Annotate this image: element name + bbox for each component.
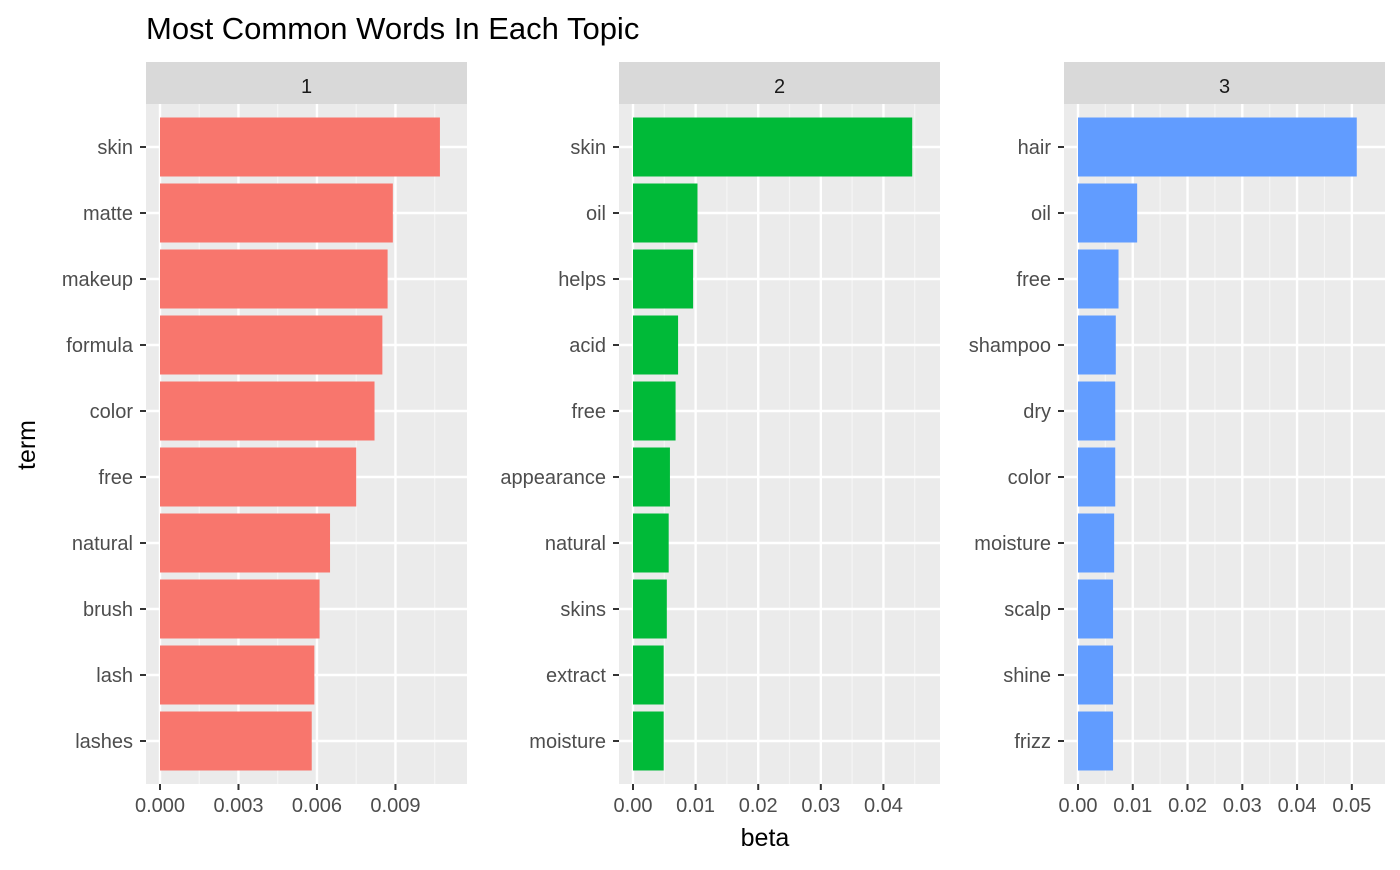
- y-tick-label: makeup: [62, 269, 133, 291]
- panels: 10.000 0.003 0.006 0.009skinmattemakeupform…: [62, 62, 1385, 817]
- x-tick-label: 0.04: [1278, 795, 1317, 817]
- bar-matte: [160, 183, 393, 243]
- y-tick-label: oil: [586, 203, 606, 225]
- bar-skins: [633, 579, 667, 639]
- y-tick-label: extract: [546, 665, 606, 687]
- x-tick-label: 0.000: [135, 795, 185, 817]
- y-tick-label: moisture: [974, 533, 1051, 555]
- bar-shampoo: [1078, 315, 1116, 375]
- bar-skin: [633, 117, 913, 177]
- bar-oil: [1078, 183, 1138, 243]
- y-tick-label: lashes: [75, 731, 133, 753]
- bar-scalp: [1078, 579, 1114, 639]
- x-tick-label: 0.009: [370, 795, 420, 817]
- bar-skin: [160, 117, 440, 177]
- y-tick-label: dry: [1023, 401, 1051, 423]
- bar-lashes: [160, 711, 312, 771]
- bar-moisture: [1078, 513, 1115, 573]
- bar-free: [1078, 249, 1119, 309]
- y-axis-title: term: [13, 420, 41, 470]
- bar-color: [160, 381, 375, 441]
- y-tick-label: appearance: [500, 467, 606, 489]
- y-tick-label: skin: [570, 137, 606, 159]
- x-tick-label: 0.003: [213, 795, 263, 817]
- x-tick-label: 0.05: [1332, 795, 1371, 817]
- facet-strip: [1064, 62, 1385, 104]
- facet-strip-label: 1: [301, 76, 312, 98]
- y-tick-label: color: [1008, 467, 1052, 489]
- bar-acid: [633, 315, 679, 375]
- x-axis-title: beta: [741, 824, 790, 852]
- y-tick-label: natural: [545, 533, 606, 555]
- bar-frizz: [1078, 711, 1114, 771]
- y-tick-label: formula: [66, 335, 134, 357]
- bar-free: [633, 381, 676, 441]
- y-tick-label: skin: [97, 137, 133, 159]
- bar-brush: [160, 579, 320, 639]
- bar-oil: [633, 183, 698, 243]
- bar-shine: [1078, 645, 1114, 705]
- x-tick-label: 0.02: [739, 795, 778, 817]
- x-tick-label: 0.02: [1168, 795, 1207, 817]
- panel-2: 2 0.00 0.01 0.02 0.03 0.04 skin oil helps acid fre…: [500, 62, 940, 817]
- x-tick-label: 0.00: [1059, 795, 1098, 817]
- panel-1: 1 0.000 0.003 0.006 0.009 skin matte makeup form…: [62, 62, 467, 817]
- y-tick-label: lash: [96, 665, 133, 687]
- facet-strip: [146, 62, 467, 104]
- bar-free: [160, 447, 357, 507]
- y-tick-label: color: [90, 401, 134, 423]
- bar-moisture: [633, 711, 664, 771]
- bar-formula: [160, 315, 383, 375]
- y-tick-label: hair: [1018, 137, 1052, 159]
- y-tick-label: free: [99, 467, 133, 489]
- x-tick-label: 0.04: [864, 795, 903, 817]
- x-tick-label: 0.01: [1113, 795, 1152, 817]
- bar-lash: [160, 645, 315, 705]
- y-tick-label: shine: [1003, 665, 1051, 687]
- y-tick-label: skins: [560, 599, 606, 621]
- bar-natural: [633, 513, 669, 573]
- bar-makeup: [160, 249, 388, 309]
- x-tick-label: 0.03: [801, 795, 840, 817]
- y-tick-label: shampoo: [969, 335, 1051, 357]
- facet-strip-label: 3: [1219, 76, 1230, 98]
- y-tick-label: frizz: [1014, 731, 1051, 753]
- y-tick-label: helps: [558, 269, 606, 291]
- y-tick-label: matte: [83, 203, 133, 225]
- chart-title: Most Common Words In Each Topic: [146, 11, 639, 46]
- y-tick-label: free: [1017, 269, 1051, 291]
- facet-strip-label: 2: [774, 76, 785, 98]
- bar-hair: [1078, 117, 1357, 177]
- x-tick-label: 0.006: [292, 795, 342, 817]
- bar-dry: [1078, 381, 1116, 441]
- panel-3: 3 0.00 0.01 0.02 0.03 0.04 0.05 hair oil free sham…: [969, 62, 1385, 817]
- facet-strip: [619, 62, 940, 104]
- x-tick-label: 0.00: [614, 795, 653, 817]
- bar-helps: [633, 249, 694, 309]
- y-tick-label: acid: [569, 335, 606, 357]
- y-tick-label: moisture: [529, 731, 606, 753]
- y-tick-label: brush: [83, 599, 133, 621]
- y-tick-label: free: [572, 401, 606, 423]
- bar-extract: [633, 645, 664, 705]
- bar-color: [1078, 447, 1116, 507]
- bar-natural: [160, 513, 331, 573]
- x-tick-label: 0.01: [676, 795, 715, 817]
- bar-appearance: [633, 447, 670, 507]
- y-tick-label: scalp: [1004, 599, 1051, 621]
- y-tick-label: natural: [72, 533, 133, 555]
- y-tick-label: oil: [1031, 203, 1051, 225]
- x-tick-label: 0.03: [1223, 795, 1262, 817]
